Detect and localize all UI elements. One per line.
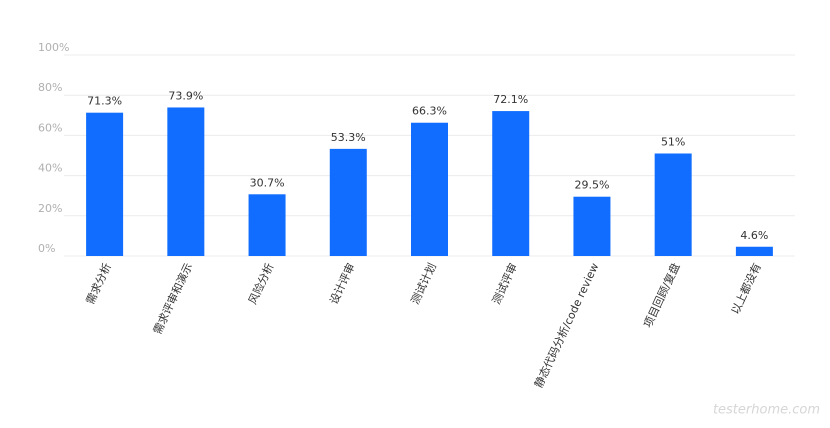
bar	[654, 153, 692, 256]
x-tick-label: 项目回顾/复盘	[640, 261, 682, 330]
bar	[411, 122, 448, 256]
x-tick-label: 以上都没有	[728, 261, 764, 317]
value-label: 30.7%	[250, 176, 285, 189]
x-tick-label: 静态代码分析/code review	[531, 261, 601, 390]
bar	[86, 112, 124, 256]
value-label: 73.9%	[168, 89, 203, 102]
bar	[167, 107, 205, 256]
bar	[573, 196, 611, 256]
bar	[735, 246, 773, 256]
y-tick-label: 0%	[38, 242, 55, 255]
value-label: 66.3%	[412, 105, 447, 118]
value-label: 72.1%	[493, 93, 528, 106]
x-tick-label: 需求评审和演示	[150, 261, 195, 337]
value-label: 53.3%	[331, 131, 366, 144]
y-tick-label: 80%	[38, 81, 62, 94]
x-tick-label: 设计评审	[326, 261, 357, 307]
bar	[248, 194, 286, 256]
y-tick-label: 60%	[38, 121, 62, 134]
x-tick-label: 风险分析	[245, 261, 276, 307]
value-label: 71.3%	[87, 95, 122, 108]
y-tick-label: 100%	[38, 41, 69, 54]
bar	[492, 111, 530, 256]
bar	[329, 148, 367, 256]
x-tick-label: 测试评审	[489, 261, 520, 307]
value-label: 51%	[661, 135, 685, 148]
y-tick-label: 20%	[38, 202, 62, 215]
value-label: 29.5%	[574, 179, 609, 192]
watermark: testerhome.com	[713, 403, 820, 418]
value-label: 4.6%	[740, 229, 768, 242]
x-tick-label: 需求分析	[83, 261, 114, 307]
x-tick-label: 测试计划	[409, 261, 439, 306]
y-tick-label: 40%	[38, 162, 62, 175]
